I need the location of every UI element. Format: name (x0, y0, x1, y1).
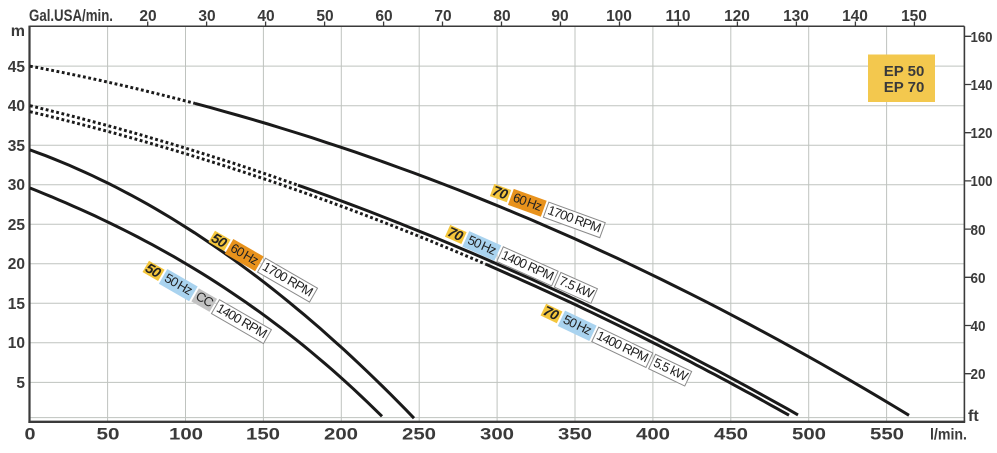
svg-text:15: 15 (8, 296, 26, 313)
svg-text:30: 30 (198, 8, 215, 25)
svg-text:20: 20 (139, 8, 156, 25)
svg-text:40: 40 (257, 8, 274, 25)
svg-text:450: 450 (714, 425, 748, 444)
svg-text:45: 45 (8, 59, 26, 76)
svg-text:160: 160 (971, 29, 993, 46)
svg-text:350: 350 (558, 425, 592, 444)
svg-text:Gal.USA/min.: Gal.USA/min. (29, 7, 113, 25)
svg-text:100: 100 (169, 425, 203, 444)
svg-text:25: 25 (8, 217, 26, 234)
svg-text:20: 20 (8, 256, 25, 273)
svg-text:80: 80 (971, 222, 986, 239)
svg-text:140: 140 (842, 8, 868, 25)
svg-text:10: 10 (8, 335, 25, 352)
svg-text:0: 0 (25, 425, 36, 444)
svg-text:400: 400 (636, 425, 670, 444)
svg-text:40: 40 (8, 98, 25, 115)
svg-text:l/min.: l/min. (930, 427, 967, 444)
svg-text:130: 130 (783, 8, 809, 25)
svg-text:550: 550 (870, 425, 904, 444)
svg-text:250: 250 (402, 425, 436, 444)
svg-text:5: 5 (16, 375, 25, 392)
svg-text:100: 100 (971, 173, 993, 190)
svg-text:140: 140 (971, 77, 993, 94)
svg-text:35: 35 (8, 138, 26, 155)
svg-text:120: 120 (971, 125, 993, 142)
svg-text:EP 70: EP 70 (884, 79, 925, 96)
svg-text:ft: ft (968, 408, 979, 425)
svg-text:40: 40 (971, 318, 986, 335)
svg-text:110: 110 (665, 8, 690, 25)
svg-text:80: 80 (493, 8, 510, 25)
svg-text:150: 150 (901, 8, 927, 25)
svg-text:500: 500 (792, 425, 826, 444)
svg-text:20: 20 (971, 366, 986, 383)
svg-text:m: m (11, 23, 25, 40)
svg-text:150: 150 (246, 425, 280, 444)
svg-text:60: 60 (971, 270, 986, 287)
svg-text:50: 50 (97, 425, 120, 444)
svg-text:200: 200 (324, 425, 358, 444)
svg-text:300: 300 (480, 425, 514, 444)
svg-text:90: 90 (551, 8, 568, 25)
svg-text:50: 50 (316, 8, 333, 25)
svg-text:70: 70 (434, 8, 451, 25)
svg-text:120: 120 (724, 8, 750, 25)
svg-text:30: 30 (8, 177, 25, 194)
svg-text:EP 50: EP 50 (884, 63, 925, 80)
svg-text:100: 100 (606, 8, 632, 25)
svg-text:60: 60 (375, 8, 392, 25)
